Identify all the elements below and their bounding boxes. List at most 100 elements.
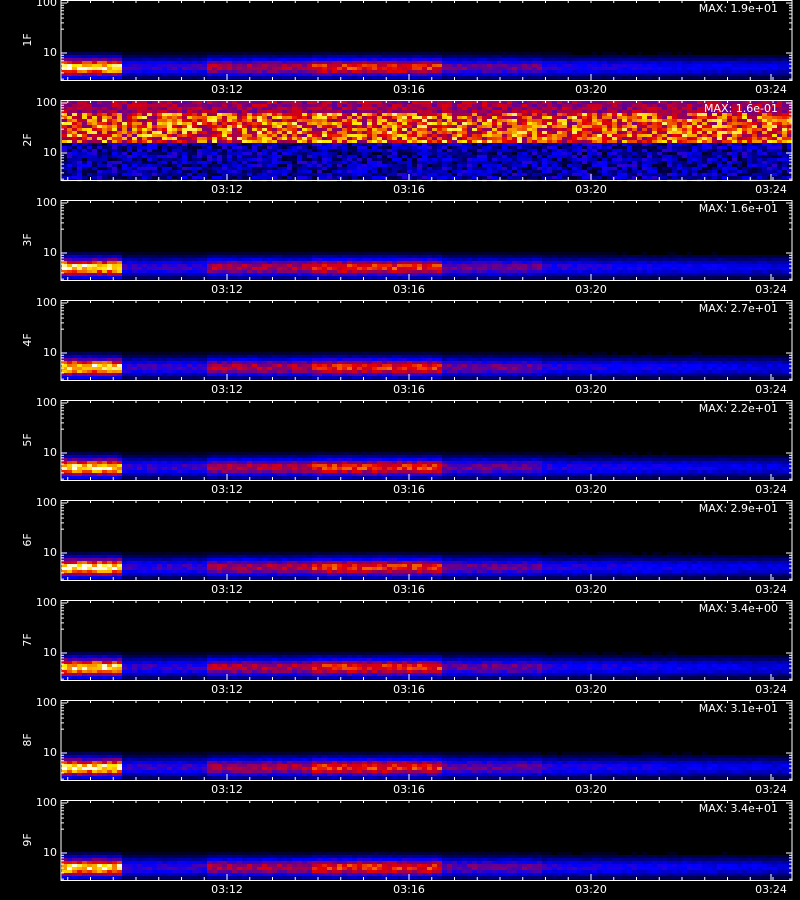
spectrogram-cell bbox=[317, 119, 322, 122]
spectrogram-cell bbox=[557, 161, 562, 164]
spectrogram-cell bbox=[297, 164, 302, 167]
spectrogram-cell bbox=[547, 164, 552, 167]
spectrogram-cell bbox=[427, 155, 432, 158]
spectrogram-cell bbox=[322, 149, 327, 152]
spectrogram-cell bbox=[787, 73, 792, 76]
spectrogram-cell bbox=[662, 64, 667, 67]
spectrogram-cell bbox=[682, 110, 687, 113]
spectrogram-cell bbox=[617, 116, 622, 119]
spectrogram-cell bbox=[762, 146, 767, 149]
spectrogram-cell bbox=[157, 67, 162, 70]
spectrogram-cell bbox=[652, 101, 657, 104]
spectrogram-cell bbox=[62, 64, 67, 67]
spectrogram-cell bbox=[492, 152, 497, 155]
spectrogram-cell bbox=[667, 110, 672, 113]
spectrogram-cell bbox=[502, 158, 507, 161]
spectrogram-cell bbox=[242, 64, 247, 67]
spectrogram-cell bbox=[502, 152, 507, 155]
spectrogram-cell bbox=[167, 122, 172, 125]
spectrogram-cell bbox=[587, 73, 592, 76]
spectrogram-cell bbox=[247, 61, 252, 64]
spectrogram-cell bbox=[652, 67, 657, 70]
spectrogram-cell bbox=[462, 119, 467, 122]
spectrogram-cell bbox=[347, 67, 352, 70]
spectrogram-cell bbox=[477, 55, 482, 58]
spectrogram-cell bbox=[77, 58, 82, 61]
spectrogram-cell bbox=[597, 101, 602, 104]
spectrogram-cell bbox=[782, 107, 787, 110]
spectrogram-cell bbox=[667, 164, 672, 167]
spectrogram-cell bbox=[687, 104, 692, 107]
spectrogram-cell bbox=[742, 61, 747, 64]
spectrogram-cell bbox=[747, 64, 752, 67]
spectrogram-cell bbox=[692, 67, 697, 70]
spectrogram-cell bbox=[732, 158, 737, 161]
spectrogram-cell bbox=[342, 113, 347, 116]
spectrogram-cell bbox=[767, 152, 772, 155]
spectrogram-cell bbox=[117, 149, 122, 152]
spectrogram-cell bbox=[152, 67, 157, 70]
spectrogram-cell bbox=[87, 70, 92, 73]
spectrogram-cell bbox=[127, 119, 132, 122]
spectrogram-cell bbox=[547, 119, 552, 122]
spectrogram-cell bbox=[547, 143, 552, 146]
spectrogram-cell bbox=[747, 128, 752, 131]
spectrogram-cell bbox=[322, 143, 327, 146]
spectrogram-cell bbox=[342, 149, 347, 152]
spectrogram-cell bbox=[512, 119, 517, 122]
spectrogram-cell bbox=[592, 61, 597, 64]
spectrogram-cell bbox=[417, 110, 422, 113]
spectrogram-cell bbox=[217, 116, 222, 119]
spectrogram-cell bbox=[712, 149, 717, 152]
spectrogram-cell bbox=[617, 119, 622, 122]
spectrogram-cell bbox=[512, 107, 517, 110]
spectrogram-cell bbox=[527, 110, 532, 113]
spectrogram-cell bbox=[442, 167, 447, 170]
spectrogram-cell bbox=[207, 110, 212, 113]
spectrogram-cell bbox=[572, 152, 577, 155]
spectrogram-cell bbox=[67, 158, 72, 161]
spectrogram-cell bbox=[257, 113, 262, 116]
spectrogram-cell bbox=[687, 164, 692, 167]
spectrogram-cell bbox=[237, 119, 242, 122]
spectrogram-cell bbox=[97, 55, 102, 58]
spectrogram-cell bbox=[237, 161, 242, 164]
spectrogram-cell bbox=[347, 143, 352, 146]
spectrogram-cell bbox=[187, 146, 192, 149]
spectrogram-cell bbox=[562, 104, 567, 107]
spectrogram-cell bbox=[757, 128, 762, 131]
spectrogram-cell bbox=[382, 146, 387, 149]
spectrogram-cell bbox=[687, 61, 692, 64]
spectrogram-cell bbox=[522, 173, 527, 176]
spectrogram-cell bbox=[532, 113, 537, 116]
spectrogram-cell bbox=[242, 131, 247, 134]
spectrogram-cell bbox=[117, 122, 122, 125]
spectrogram-cell bbox=[167, 152, 172, 155]
spectrogram-cell bbox=[462, 104, 467, 107]
spectrogram-cell bbox=[62, 146, 67, 149]
spectrogram-cell bbox=[452, 161, 457, 164]
spectrogram-cell bbox=[592, 52, 597, 55]
spectrogram-cell bbox=[547, 107, 552, 110]
spectrogram-cell bbox=[277, 173, 282, 176]
spectrogram-cell bbox=[522, 67, 527, 70]
spectrogram-cell bbox=[262, 143, 267, 146]
spectrogram-cell bbox=[182, 173, 187, 176]
spectrogram-cell bbox=[522, 152, 527, 155]
spectrogram-cell bbox=[112, 134, 117, 137]
spectrogram-cell bbox=[527, 119, 532, 122]
spectrogram-cell bbox=[347, 161, 352, 164]
spectrogram-cell bbox=[717, 143, 722, 146]
spectrogram-cell bbox=[232, 164, 237, 167]
spectrogram-cell bbox=[722, 158, 727, 161]
spectrogram-cell bbox=[587, 167, 592, 170]
spectrogram-cell bbox=[697, 70, 702, 73]
spectrogram-cell bbox=[547, 146, 552, 149]
spectrogram-cell bbox=[297, 113, 302, 116]
spectrogram-cell bbox=[597, 125, 602, 128]
spectrogram-cell bbox=[562, 119, 567, 122]
spectrogram-cell bbox=[457, 67, 462, 70]
spectrogram-cell bbox=[77, 137, 82, 140]
spectrogram-cell bbox=[322, 125, 327, 128]
spectrogram-cell bbox=[477, 125, 482, 128]
